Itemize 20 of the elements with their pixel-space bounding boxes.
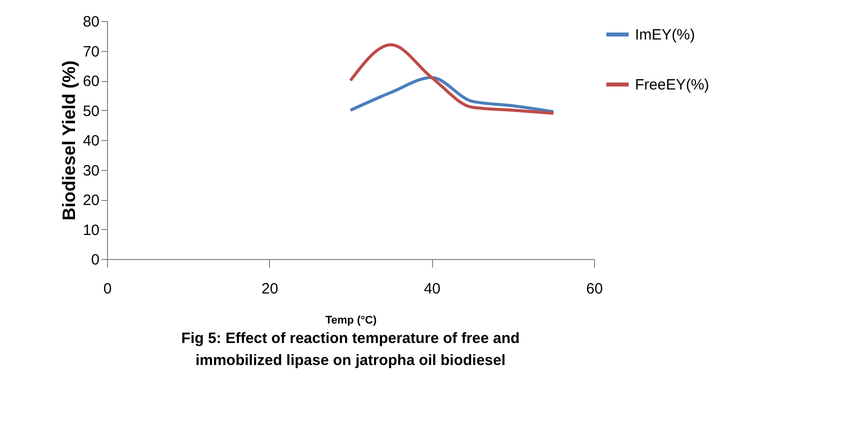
y-tick-label: 60 bbox=[82, 73, 100, 90]
y-tick-label: 0 bbox=[91, 252, 100, 268]
y-tick-label: 80 bbox=[82, 14, 100, 30]
y-tick-label: 50 bbox=[82, 102, 100, 120]
y-tick-label: 30 bbox=[82, 162, 100, 180]
x-tick-label: 60 bbox=[586, 280, 603, 298]
legend-label: ImEY(%) bbox=[635, 26, 696, 44]
legend-label: FreeEY(%) bbox=[635, 76, 710, 94]
x-axis-title: Temp (°C) bbox=[325, 314, 377, 326]
y-tick-label: 40 bbox=[82, 132, 100, 150]
y-axis-title: Biodiesel Yield (%) bbox=[58, 60, 79, 221]
y-tick-label: 10 bbox=[82, 222, 100, 239]
x-tick-label: 0 bbox=[103, 280, 112, 298]
x-tick-label: 40 bbox=[424, 280, 441, 298]
text: Fig 5: Effect of reaction temperature of free and immobilized lipase on jatropha oil biodiesel bbox=[181, 330, 520, 369]
y-tick-label: 70 bbox=[82, 43, 100, 60]
y-tick-label: 20 bbox=[82, 192, 100, 209]
line-series bbox=[349, 43, 555, 115]
line-series bbox=[349, 76, 555, 114]
x-tick-label: 20 bbox=[261, 280, 278, 298]
